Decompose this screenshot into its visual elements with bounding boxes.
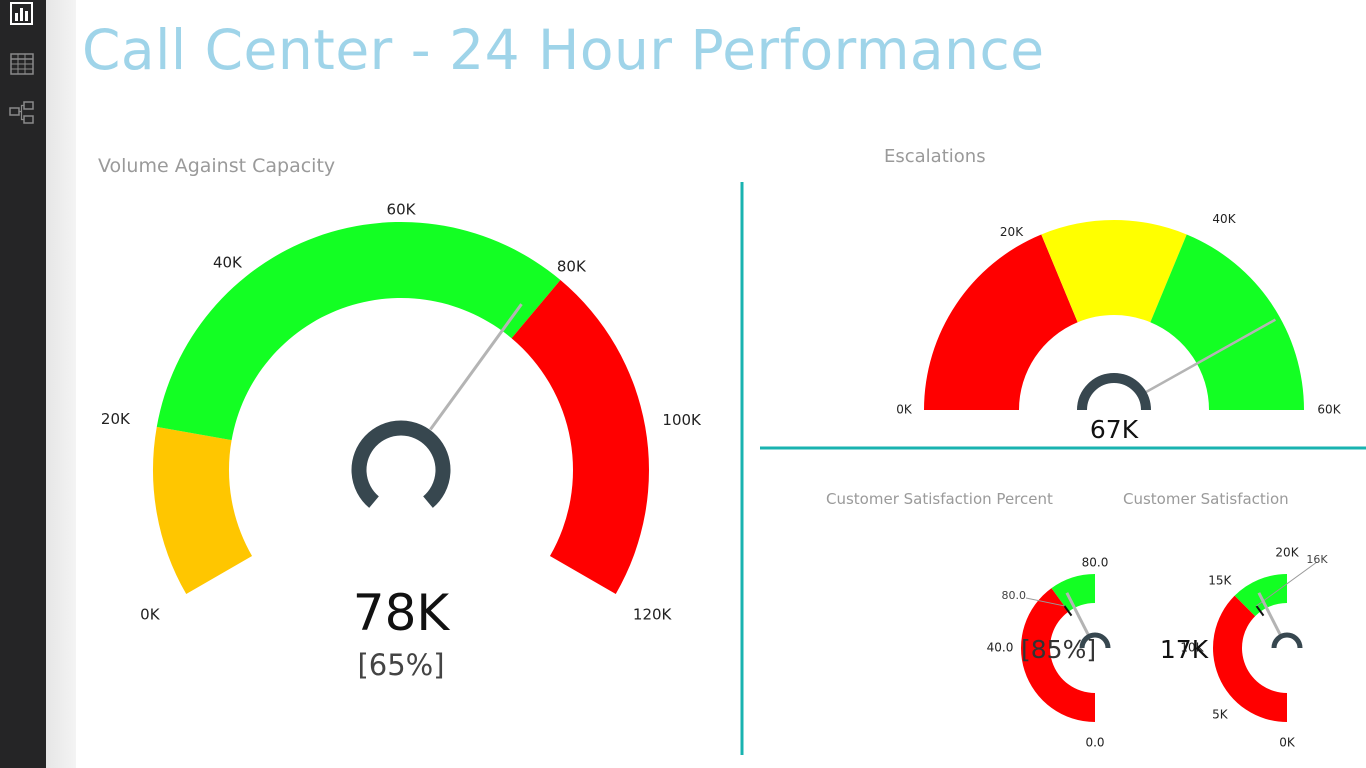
gauge-value: 67K: [1090, 415, 1139, 444]
target-leader-line: [1256, 561, 1318, 607]
tick-label: 60K: [1317, 403, 1341, 417]
tick-label: 20K: [1275, 546, 1299, 560]
gauge-title: Customer Satisfaction: [1123, 490, 1289, 508]
escalations-gauge-visual[interactable]: Escalations 0K 20K 40K 60K 67K: [884, 146, 1342, 444]
needle-hub: [1079, 632, 1111, 649]
target-leader-line: [1025, 597, 1065, 607]
tick-label: 100K: [662, 411, 702, 429]
needle-hub: [351, 420, 451, 508]
gauge-title: Escalations: [884, 146, 986, 167]
csat-gauge-visual[interactable]: Customer Satisfaction 0K 5K 10K 15K 20K …: [1123, 490, 1328, 750]
gauge-band: [1051, 574, 1095, 612]
tick-label: 0K: [1279, 736, 1296, 750]
target-label: 16K: [1306, 553, 1328, 566]
gauge-needle: [1143, 318, 1277, 394]
gauge-needle: [1257, 592, 1282, 637]
gauge-band: [511, 280, 649, 594]
needle-hub: [1077, 373, 1151, 411]
tick-label: 80K: [557, 257, 587, 275]
report-view-icon[interactable]: [9, 1, 35, 27]
relationships-view-icon[interactable]: [9, 100, 35, 126]
tick-label: 0K: [896, 403, 913, 417]
report-visuals: Volume Against Capacity 0K 20K 40K 60K 8…: [98, 146, 1366, 755]
report-canvas: Call Center - 24 Hour Performance Volume…: [76, 0, 1366, 768]
gauge-title: Volume Against Capacity: [98, 155, 335, 177]
gauge-band: [1021, 588, 1095, 722]
view-switcher-rail: [0, 0, 46, 768]
target-marker: [1255, 605, 1265, 617]
gauge-band: [1041, 220, 1187, 323]
tick-label: 40K: [213, 254, 243, 272]
tick-label: 20K: [101, 410, 131, 428]
csat-percent-gauge-visual[interactable]: Customer Satisfaction Percent 0.0 40.0 8…: [826, 490, 1111, 750]
tick-label: 10K: [1180, 641, 1204, 655]
gauge-value: 17K: [1160, 635, 1209, 664]
gauge-value: 78K: [353, 584, 451, 642]
gauge-needle: [429, 303, 523, 431]
gauge-value: [85%]: [1021, 635, 1096, 664]
gauge-title: Customer Satisfaction Percent: [826, 490, 1053, 508]
tick-label: 20K: [1000, 225, 1024, 239]
gauge-band: [156, 222, 561, 441]
canvas-gutter: [46, 0, 76, 768]
tick-label: 5K: [1212, 708, 1229, 722]
target-label: 80.0: [1002, 589, 1027, 602]
gauge-band: [924, 234, 1078, 410]
tick-label: 80.0: [1082, 556, 1109, 570]
gauge-needle: [1065, 592, 1090, 637]
tick-label: 0.0: [1085, 736, 1104, 750]
tick-label: 60K: [387, 201, 417, 219]
needle-hub: [1271, 632, 1303, 649]
data-view-icon[interactable]: [9, 51, 35, 77]
tick-label: 40.0: [987, 641, 1014, 655]
volume-gauge-visual[interactable]: Volume Against Capacity 0K 20K 40K 60K 8…: [98, 155, 702, 682]
tick-label: 40K: [1212, 212, 1236, 226]
gauge-band: [1213, 595, 1287, 722]
tick-label: 15K: [1208, 573, 1232, 587]
gauge-band: [153, 426, 253, 594]
target-marker: [1063, 605, 1073, 617]
tick-label: 120K: [633, 606, 673, 624]
tick-label: 0K: [140, 606, 161, 624]
gauge-band: [1150, 234, 1304, 410]
page-title: Call Center - 24 Hour Performance: [82, 18, 1045, 82]
gauge-percent: [65%]: [357, 648, 444, 682]
